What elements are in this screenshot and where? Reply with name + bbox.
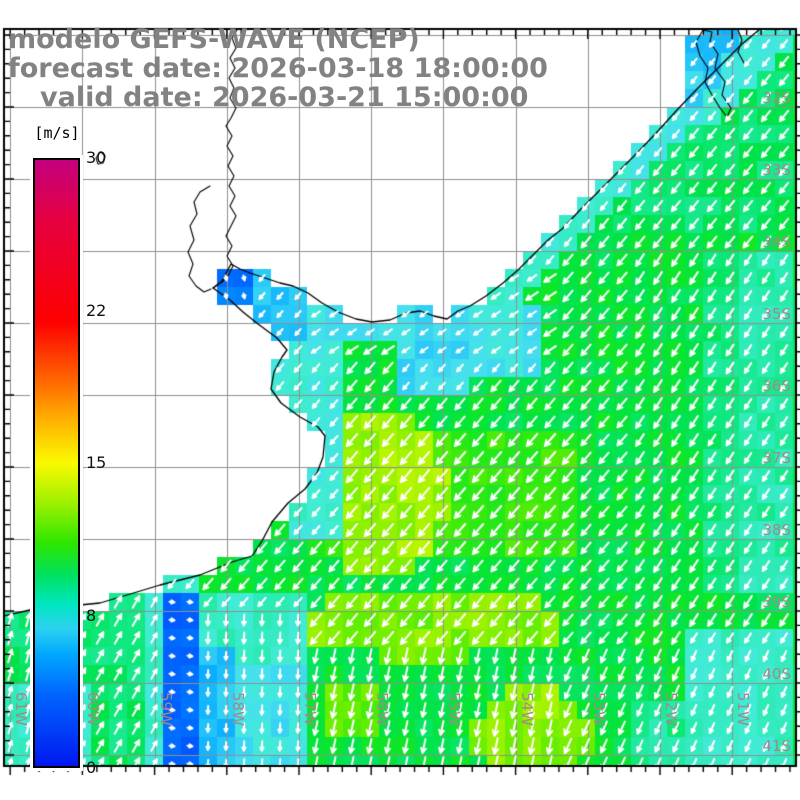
forecast-date: forecast date: 2026-03-18 18:00:00 (8, 53, 548, 84)
lat-label-34S: 34S (762, 233, 791, 251)
lon-label-58W: 58W (228, 692, 247, 726)
colorbar-tick-8: 8 (86, 606, 97, 625)
lon-label-57W: 57W (301, 692, 319, 726)
lon-label-56W: 56W (373, 692, 392, 726)
lon-label-61W: 61W (12, 692, 31, 726)
lat-label-33S: 33S (762, 161, 791, 179)
lat-label-38S: 38S (762, 521, 791, 539)
valid-date: valid date: 2026-03-21 15:00:00 (40, 82, 529, 113)
lon-label-53W: 53W (589, 692, 608, 726)
lat-label-37S: 37S (762, 449, 791, 467)
lon-label-52W: 52W (662, 692, 680, 726)
colorbar-tick-15: 15 (86, 453, 107, 472)
lon-label-60W: 60W (84, 692, 103, 726)
wind-speed-colorbar (30, 155, 83, 771)
model-title: modelo GEFS-WAVE (NCEP) (8, 24, 420, 55)
lon-label-59W: 59W (156, 692, 175, 726)
lat-label-39S: 39S (762, 593, 791, 611)
colorbar-tick-22: 22 (86, 301, 107, 320)
lon-label-54W: 54W (517, 692, 536, 726)
colorbar-tick-30: 30 (86, 148, 107, 167)
lat-label-36S: 36S (762, 377, 791, 395)
lat-label-32S: 32S (762, 89, 791, 107)
lon-label-55W: 55W (445, 692, 464, 726)
lat-label-41S: 41S (762, 737, 791, 755)
lon-label-51W: 51W (734, 692, 753, 726)
lat-label-35S: 35S (762, 305, 791, 323)
lat-label-40S: 40S (762, 665, 791, 683)
colorbar-unit-label: [m/s] (34, 124, 80, 142)
colorbar-tick-0: 0 (86, 758, 97, 777)
